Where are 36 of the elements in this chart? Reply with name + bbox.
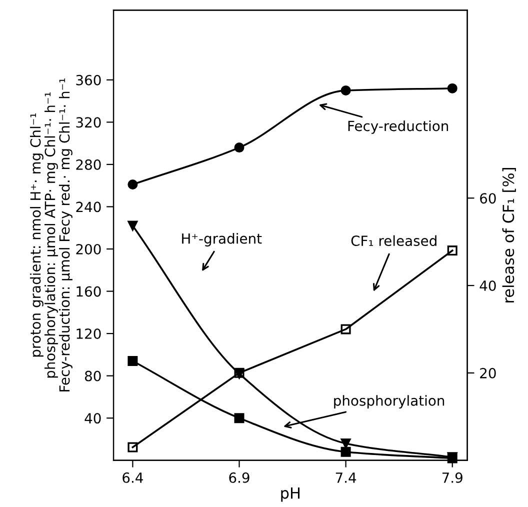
x-axis-title: pH	[281, 487, 300, 502]
point	[128, 180, 138, 190]
x-tick-label: 7.9	[442, 472, 462, 483]
point	[234, 413, 244, 424]
point	[447, 246, 458, 256]
y-tick-label: 320	[76, 117, 101, 128]
y2-tick-label: 40	[480, 280, 496, 291]
y2-tick-label: 60	[480, 193, 496, 204]
y-tick-label: 200	[76, 244, 101, 254]
x-tick-label: 6.9	[229, 472, 250, 483]
point	[128, 220, 138, 231]
annotation: phosphorylation	[334, 395, 444, 409]
annotation: Fecy-reduction	[348, 120, 448, 134]
point	[340, 446, 351, 457]
point	[128, 442, 138, 452]
point	[128, 356, 138, 366]
y-tick-label: 240	[76, 202, 101, 212]
x-tick-label: 6.4	[122, 472, 143, 483]
annotation: H⁺-gradient	[182, 233, 262, 246]
point	[447, 453, 458, 464]
x-tick-label: 7.4	[336, 472, 356, 483]
y2-tick-label: 20	[480, 368, 496, 378]
point	[447, 83, 458, 94]
point	[340, 85, 351, 96]
y-tick-label: 120	[76, 328, 101, 340]
annotation: CF₁ released	[351, 235, 436, 246]
y-axis-title: proton gradient: nmol H⁺· mg Chl⁻¹ phosphorylation: μmol ATP· mg Chl⁻¹· h⁻¹ Fecy-reduction: μmol Fecy red.· mg Chl⁻¹· h⁻¹	[30, 78, 72, 392]
y-tick-label: 280	[76, 159, 101, 170]
y-tick-label: 160	[76, 286, 101, 297]
y-tick-label: 360	[76, 74, 101, 86]
point	[340, 324, 351, 334]
y2-axis-title: release of CF₁ [%]	[502, 168, 516, 302]
point	[340, 438, 351, 448]
point	[234, 142, 244, 153]
y-tick-label: 80	[84, 370, 101, 382]
y-tick-label: 40	[84, 413, 101, 424]
